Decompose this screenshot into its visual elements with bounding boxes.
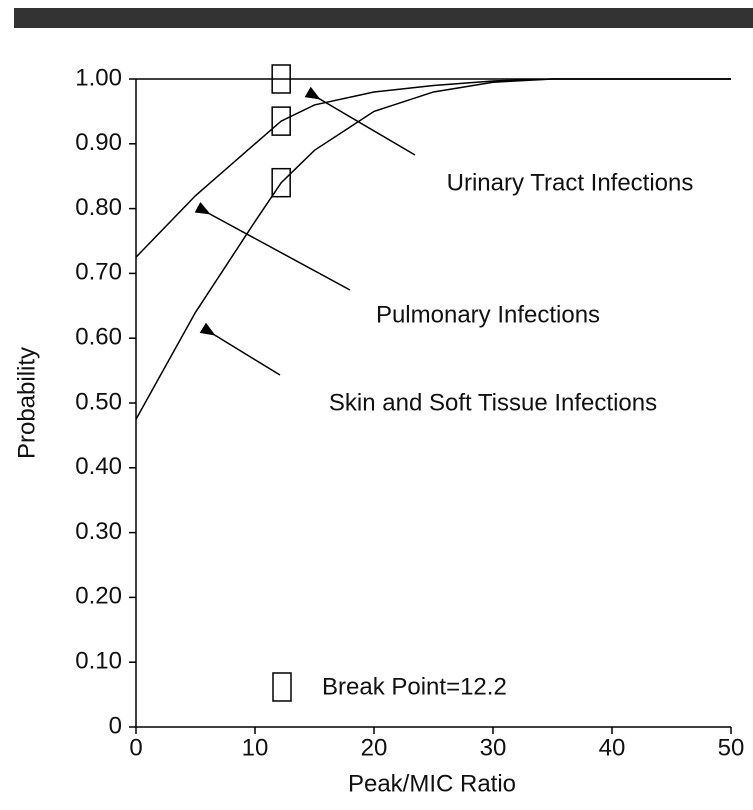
legend-marker xyxy=(272,672,292,702)
annotation: Skin and Soft Tissue Infections xyxy=(329,389,657,416)
x-tick-label: 30 xyxy=(480,734,507,761)
line-series xyxy=(135,78,731,420)
y-tick-label: 0.60 xyxy=(75,324,122,351)
y-tick-label: 0.50 xyxy=(75,388,122,415)
y-tick-label: 0 xyxy=(109,712,122,739)
annotation: Urinary Tract Infections xyxy=(447,169,694,196)
arrow xyxy=(194,202,351,291)
annotation: Pulmonary Infections xyxy=(376,301,600,328)
break-point-marker xyxy=(271,167,291,198)
x-axis-label: Peak/MIC Ratio xyxy=(348,770,516,797)
y-tick-label: 0.80 xyxy=(75,194,122,221)
y-axis-label: Probability xyxy=(13,347,40,459)
break-point-marker xyxy=(271,106,291,136)
line-series xyxy=(135,78,731,258)
x-tick-label: 50 xyxy=(718,734,745,761)
y-tick-label: 0.20 xyxy=(75,583,122,610)
y-tick-label: 0.10 xyxy=(75,648,122,675)
y-tick-label: 0.70 xyxy=(75,259,122,286)
y-tick-label: 0.90 xyxy=(75,129,122,156)
arrow xyxy=(304,86,416,156)
x-tick-label: 20 xyxy=(361,734,388,761)
x-tick-label: 10 xyxy=(242,734,269,761)
header-bar xyxy=(14,8,753,28)
y-tick-label: 0.30 xyxy=(75,518,122,545)
arrow xyxy=(199,322,281,376)
x-tick-label: 0 xyxy=(129,734,142,761)
break-point-marker xyxy=(271,64,291,94)
y-tick-label: 0.40 xyxy=(75,453,122,480)
x-tick-label: 40 xyxy=(599,734,626,761)
legend-label: Break Point=12.2 xyxy=(322,673,507,700)
y-tick-label: 1.00 xyxy=(75,64,122,91)
